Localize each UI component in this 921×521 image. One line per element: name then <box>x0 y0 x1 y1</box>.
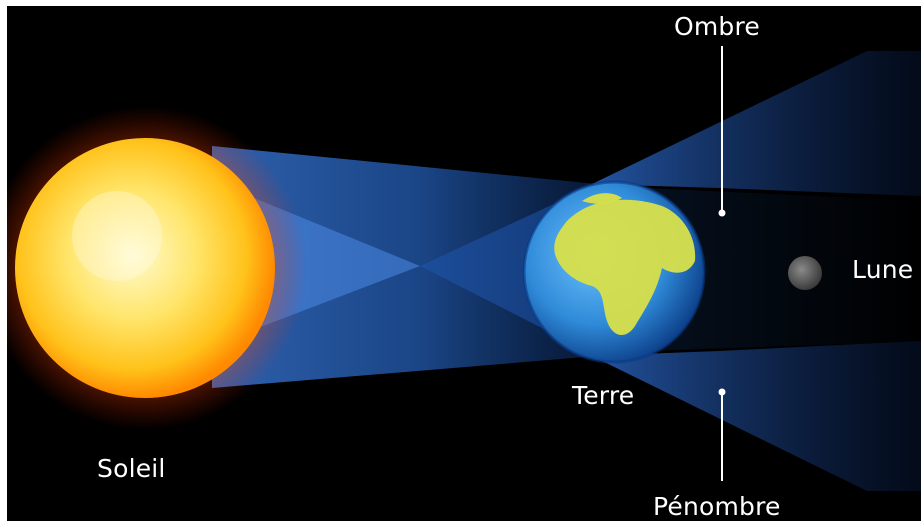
umbra-label: Ombre <box>674 12 761 41</box>
pointer-lines <box>718 46 726 481</box>
sun-label: Soleil <box>97 454 166 483</box>
moon-icon <box>788 256 822 290</box>
sun-icon <box>7 106 307 430</box>
earth-icon <box>522 180 706 364</box>
penumbra-cone <box>592 51 921 491</box>
earth-label: Terre <box>572 381 635 410</box>
eclipse-diagram: Ombre Lune Terre Soleil Pénombre <box>7 6 921 521</box>
eclipse-scene <box>7 46 921 491</box>
umbra-cone <box>647 188 921 351</box>
moon-label: Lune <box>852 255 914 284</box>
penumbra-label: Pénombre <box>653 492 781 521</box>
